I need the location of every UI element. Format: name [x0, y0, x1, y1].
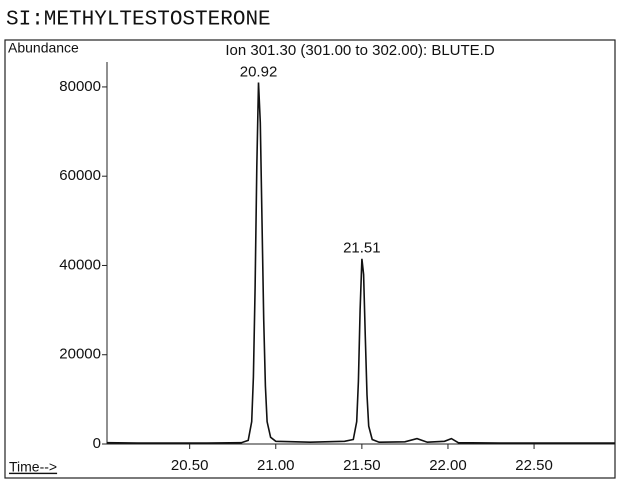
y-tick-label: 40000	[59, 256, 101, 273]
y-axis-label: Abundance	[8, 40, 79, 56]
frame	[4, 39, 616, 479]
y-tick-label: 60000	[59, 167, 101, 184]
line	[106, 82, 615, 444]
peak-label: 20.92	[240, 63, 278, 80]
y-tick-label: 0	[93, 435, 101, 452]
chart-subtitle: Ion 301.30 (301.00 to 302.00): BLUTE.D	[225, 42, 495, 59]
peak-label: 21.51	[343, 240, 381, 257]
x-tick-label: 22.50	[515, 457, 553, 474]
x-tick-label: 22.00	[429, 457, 467, 474]
y-tick-label: 20000	[59, 346, 101, 363]
x-tick-label: 20.50	[171, 457, 209, 474]
x-tick-label: 21.50	[343, 457, 381, 474]
x-tick-label: 21.00	[257, 457, 295, 474]
y-tick-label: 80000	[59, 78, 101, 95]
x-axis-label: Time-->	[9, 459, 57, 475]
chart-title: SI:METHYLTESTOSTERONE	[6, 9, 271, 32]
